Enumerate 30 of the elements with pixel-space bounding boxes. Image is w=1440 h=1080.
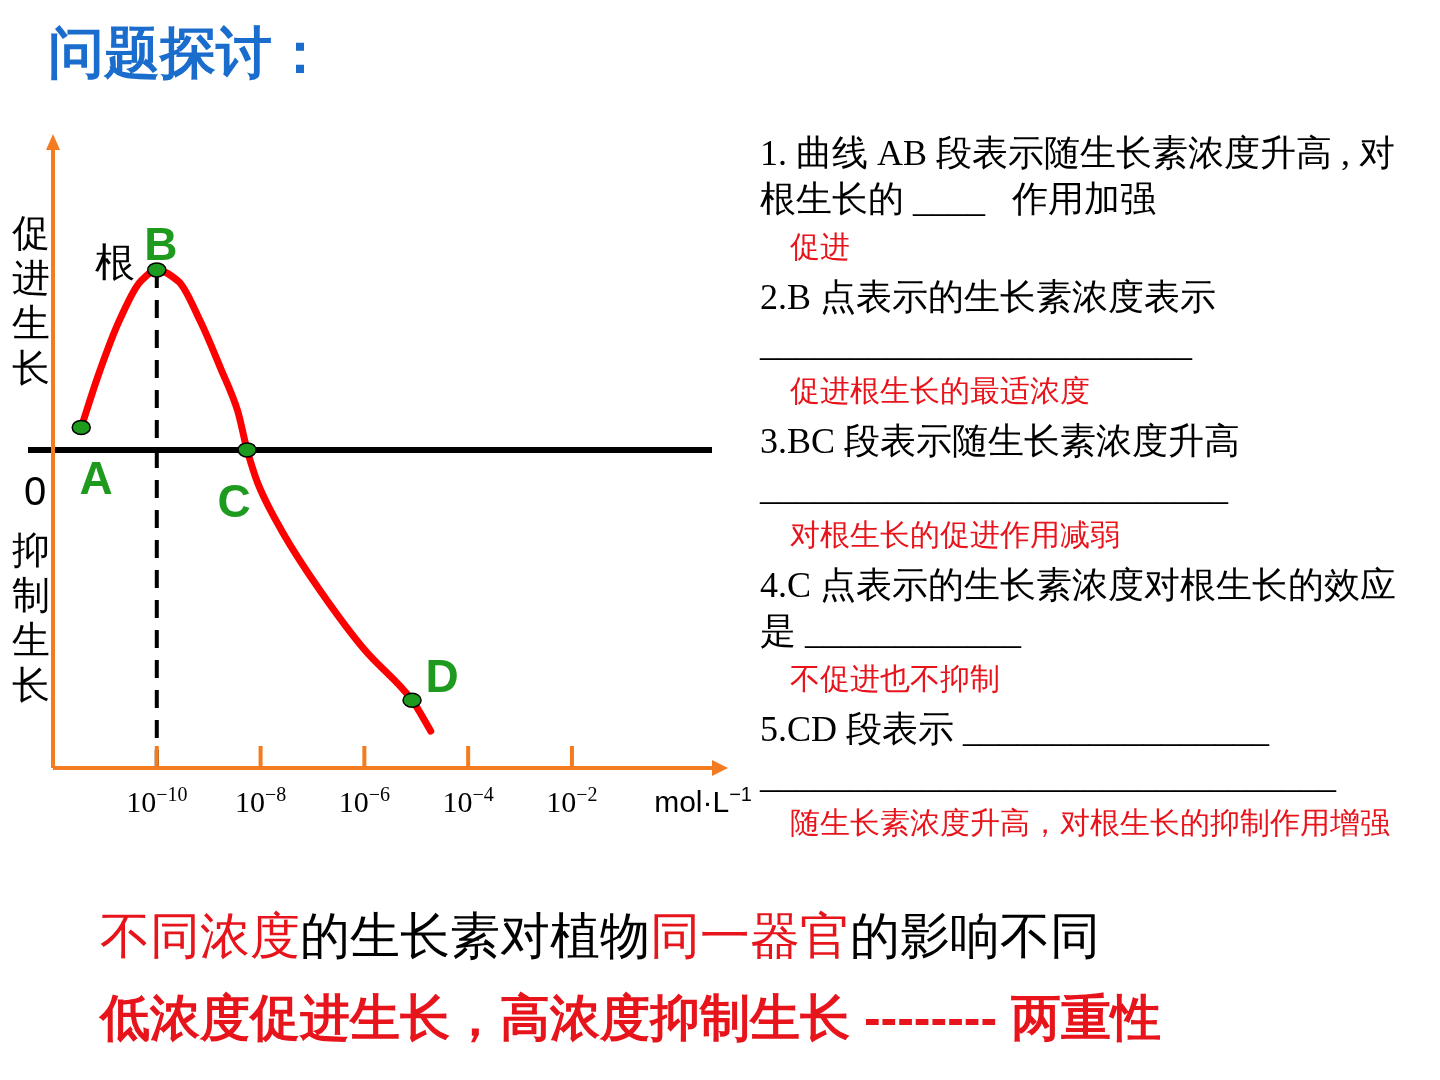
question: 2.B 点表示的生长素浓度表示 ________________________ <box>760 277 1216 363</box>
answer: 对根生长的促进作用减弱 <box>790 518 1120 551</box>
point-label: A <box>79 452 113 505</box>
axis-side-label: 促进生长 <box>12 211 50 389</box>
conclusion: 的生长素对植物 <box>300 908 650 964</box>
title: 问题探讨： <box>48 21 328 84</box>
question: 1. 曲线 AB 段表示随生长素浓度升高 , 对根生长的 ____ 作用加强 <box>760 133 1395 219</box>
conclusion: 的影响不同 <box>850 908 1100 964</box>
answer: 促进根生长的最适浓度 <box>790 374 1090 407</box>
point-label: C <box>217 474 251 527</box>
point-label: D <box>425 650 459 703</box>
x-axis-title: mol·L$^{−1}$ <box>654 783 752 818</box>
conclusion: 不同浓度 <box>100 908 300 964</box>
question: 5.CD 段表示 _________________ ________________________________ <box>760 709 1336 795</box>
zero-label: 0 <box>23 468 47 513</box>
series-name: 根 <box>94 239 135 285</box>
axis-side-label: 抑制生长 <box>12 528 50 706</box>
answer: 随生长素浓度升高，对根生长的抑制作用增强 <box>790 806 1390 839</box>
question: 3.BC 段表示随生长素浓度升高 __________________________ <box>760 421 1241 507</box>
x-tick-label: 10$^{−8}$ <box>234 783 287 818</box>
point-label: B <box>144 217 178 270</box>
x-tick-label: 10$^{−2}$ <box>546 783 598 818</box>
answer: 不促进也不抑制 <box>790 662 1000 695</box>
question: 4.C 点表示的生长素浓度对根生长的效应是 ____________ <box>760 565 1396 651</box>
conclusion: 同一器官 <box>650 908 850 964</box>
x-tick-label: 10$^{−10}$ <box>126 783 188 818</box>
answer: 促进 <box>790 230 850 263</box>
conclusion: 低浓度促进生长，高浓度抑制生长 -------- 两重性 <box>100 990 1161 1046</box>
x-tick-label: 10$^{−4}$ <box>442 783 494 818</box>
x-tick-label: 10$^{−6}$ <box>338 783 390 818</box>
